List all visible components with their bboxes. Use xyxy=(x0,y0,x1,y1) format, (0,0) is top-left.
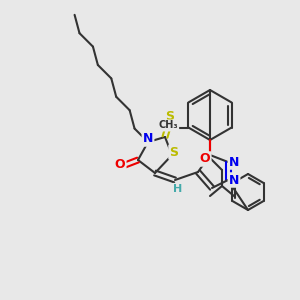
Text: O: O xyxy=(200,152,210,166)
Text: O: O xyxy=(115,158,125,172)
Text: CH₃: CH₃ xyxy=(158,121,178,130)
Text: S: S xyxy=(169,146,178,158)
Text: S: S xyxy=(166,110,175,122)
Text: N: N xyxy=(229,173,239,187)
Text: H: H xyxy=(173,184,183,194)
Text: N: N xyxy=(229,155,239,169)
Text: N: N xyxy=(143,133,153,146)
